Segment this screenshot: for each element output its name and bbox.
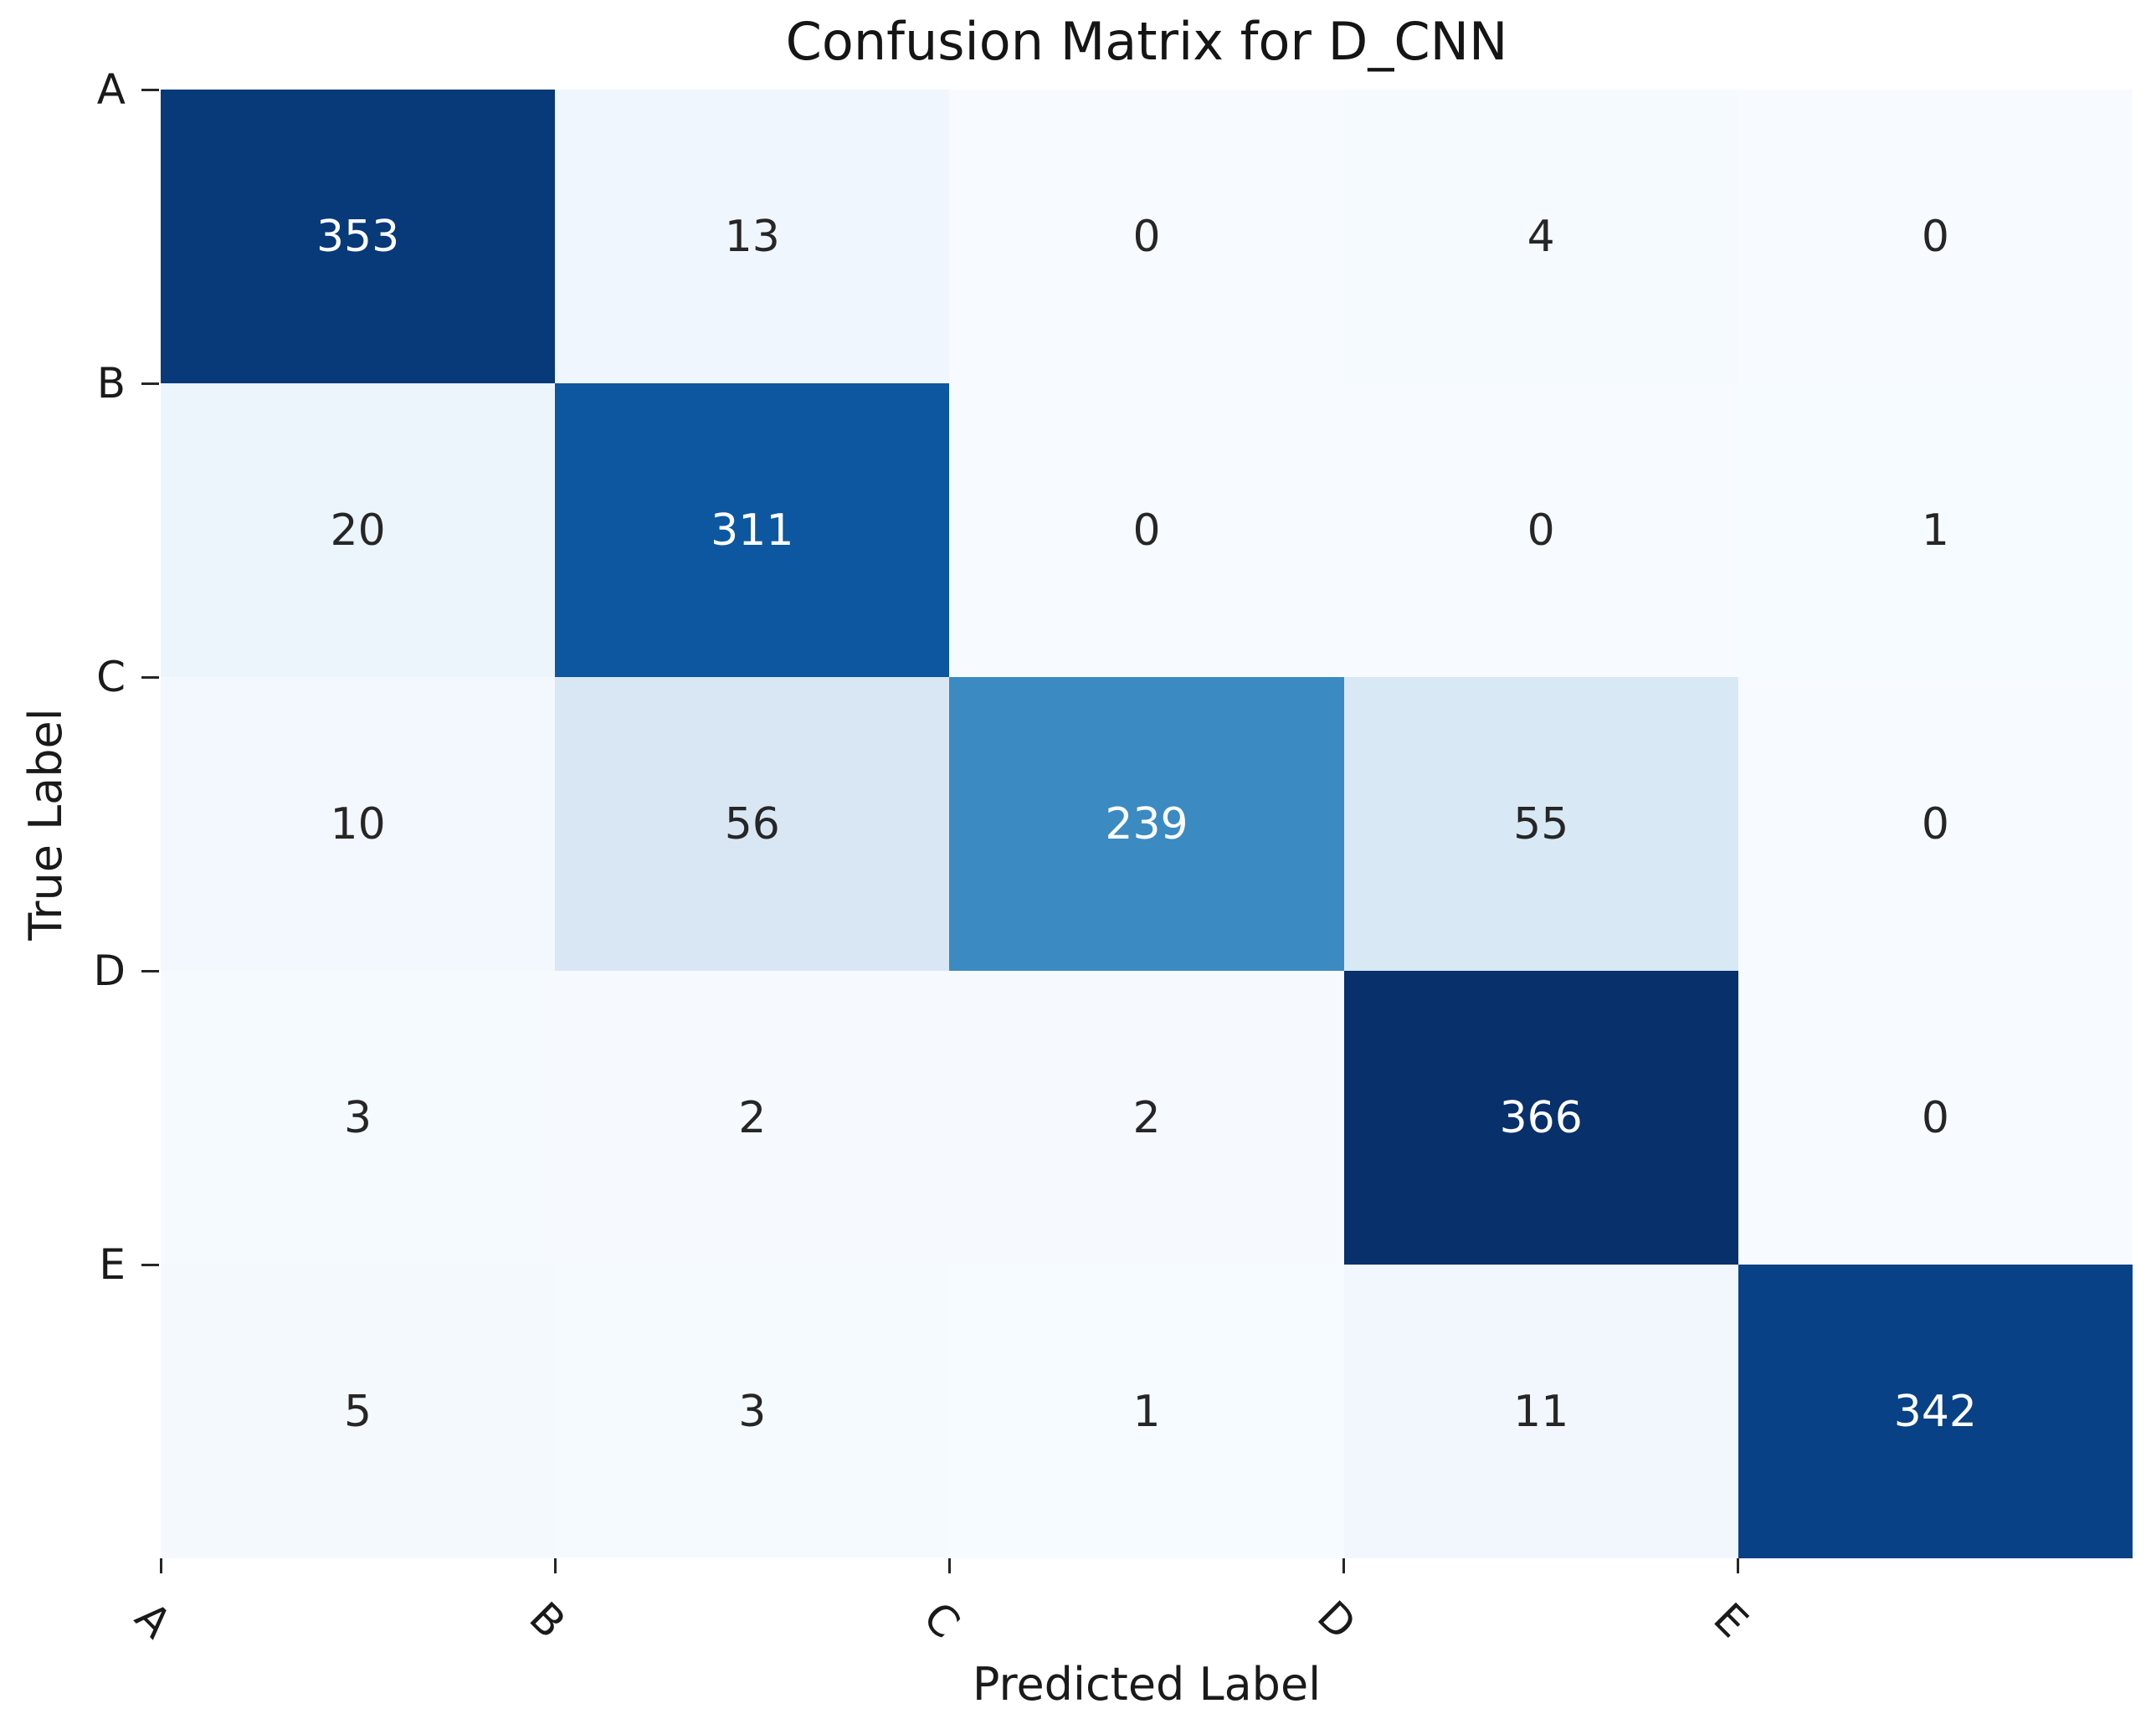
cell-value: 239 [1105, 798, 1188, 849]
cell-value: 3 [738, 1386, 767, 1437]
cell-value: 4 [1527, 211, 1555, 262]
heatmap-cell-A-E: 0 [1738, 90, 2133, 383]
cell-value: 10 [330, 798, 386, 849]
cell-value: 1 [1132, 1386, 1161, 1437]
heatmap-cell-A-C: 0 [949, 90, 1344, 383]
y-tick-mark-A [141, 88, 159, 91]
cell-value: 342 [1893, 1386, 1978, 1437]
x-tick-label-C: C [914, 1593, 970, 1648]
heatmap-cell-E-E: 342 [1738, 1265, 2133, 1558]
cell-value: 1 [1921, 505, 1949, 556]
cell-value: 20 [330, 505, 386, 556]
cell-value: 0 [1921, 798, 1949, 849]
heatmap-cell-C-E: 0 [1738, 677, 2133, 971]
y-tick-label-C: C [96, 653, 126, 701]
y-tick-mark-B [141, 382, 159, 385]
heatmap-cell-C-D: 55 [1343, 677, 1738, 971]
x-tick-mark-D [1342, 1558, 1346, 1573]
cell-value: 0 [1921, 211, 1949, 262]
cell-value: 3 [344, 1092, 372, 1143]
cell-value: 2 [1132, 1092, 1161, 1143]
x-tick-mark-A [159, 1558, 162, 1573]
heatmap-cell-B-E: 1 [1738, 383, 2133, 677]
y-tick-mark-C [141, 675, 159, 679]
heatmap-cell-D-C: 2 [949, 971, 1344, 1265]
y-tick-label-B: B [96, 359, 126, 408]
cell-value: 0 [1527, 505, 1555, 556]
chart-title: Confusion Matrix for D_CNN [785, 11, 1508, 72]
cell-value: 311 [711, 505, 794, 556]
x-tick-mark-B [553, 1558, 557, 1573]
x-tick-label-E: E [1704, 1593, 1758, 1647]
heatmap-cell-E-A: 5 [161, 1265, 556, 1558]
heatmap-cell-E-C: 1 [949, 1265, 1344, 1558]
heatmap-cell-C-C: 239 [949, 677, 1344, 971]
heatmap-cell-D-D: 366 [1343, 971, 1738, 1265]
cell-value: 0 [1921, 1092, 1949, 1143]
heatmap-cell-D-A: 3 [161, 971, 556, 1265]
heatmap-cell-A-B: 13 [555, 90, 950, 383]
x-tick-label-B: B [520, 1593, 575, 1648]
heatmap-cell-B-C: 0 [949, 383, 1344, 677]
cell-value: 55 [1513, 798, 1569, 849]
heatmap-grid: 353 13 0 4 0 20 311 0 0 1 10 56 239 55 0 3 2 2 366 0 5 3 1 11 34… [161, 90, 2133, 1558]
x-tick-mark-E [1737, 1558, 1740, 1573]
cell-value: 0 [1132, 211, 1161, 262]
heatmap-cell-D-B: 2 [555, 971, 950, 1265]
cell-value: 11 [1513, 1386, 1569, 1437]
x-tick-label-A: A [126, 1593, 181, 1648]
cell-value: 56 [724, 798, 780, 849]
heatmap-cell-E-B: 3 [555, 1265, 950, 1558]
y-tick-label-D: D [93, 947, 126, 995]
heatmap-cell-E-D: 11 [1343, 1265, 1738, 1558]
y-tick-mark-E [141, 1263, 159, 1266]
cell-value: 13 [724, 211, 780, 262]
y-tick-label-A: A [96, 65, 126, 114]
cell-value: 353 [316, 211, 400, 262]
cell-value: 0 [1132, 505, 1161, 556]
heatmap-cell-A-D: 4 [1343, 90, 1738, 383]
cell-value: 366 [1499, 1092, 1583, 1143]
heatmap-cell-A-A: 353 [161, 90, 556, 383]
heatmap-cell-B-D: 0 [1343, 383, 1738, 677]
x-tick-label-D: D [1307, 1591, 1365, 1650]
heatmap-cell-B-A: 20 [161, 383, 556, 677]
heatmap-cell-C-A: 10 [161, 677, 556, 971]
cell-value: 2 [738, 1092, 767, 1143]
cell-value: 5 [344, 1386, 372, 1437]
y-tick-label-E: E [99, 1240, 126, 1289]
x-tick-mark-C [947, 1558, 951, 1573]
heatmap-cell-C-B: 56 [555, 677, 950, 971]
y-axis-title: True Label [19, 708, 72, 941]
x-axis-title: Predicted Label [972, 1658, 1322, 1711]
heatmap-cell-B-B: 311 [555, 383, 950, 677]
heatmap-cell-D-E: 0 [1738, 971, 2133, 1265]
y-tick-mark-D [141, 969, 159, 972]
